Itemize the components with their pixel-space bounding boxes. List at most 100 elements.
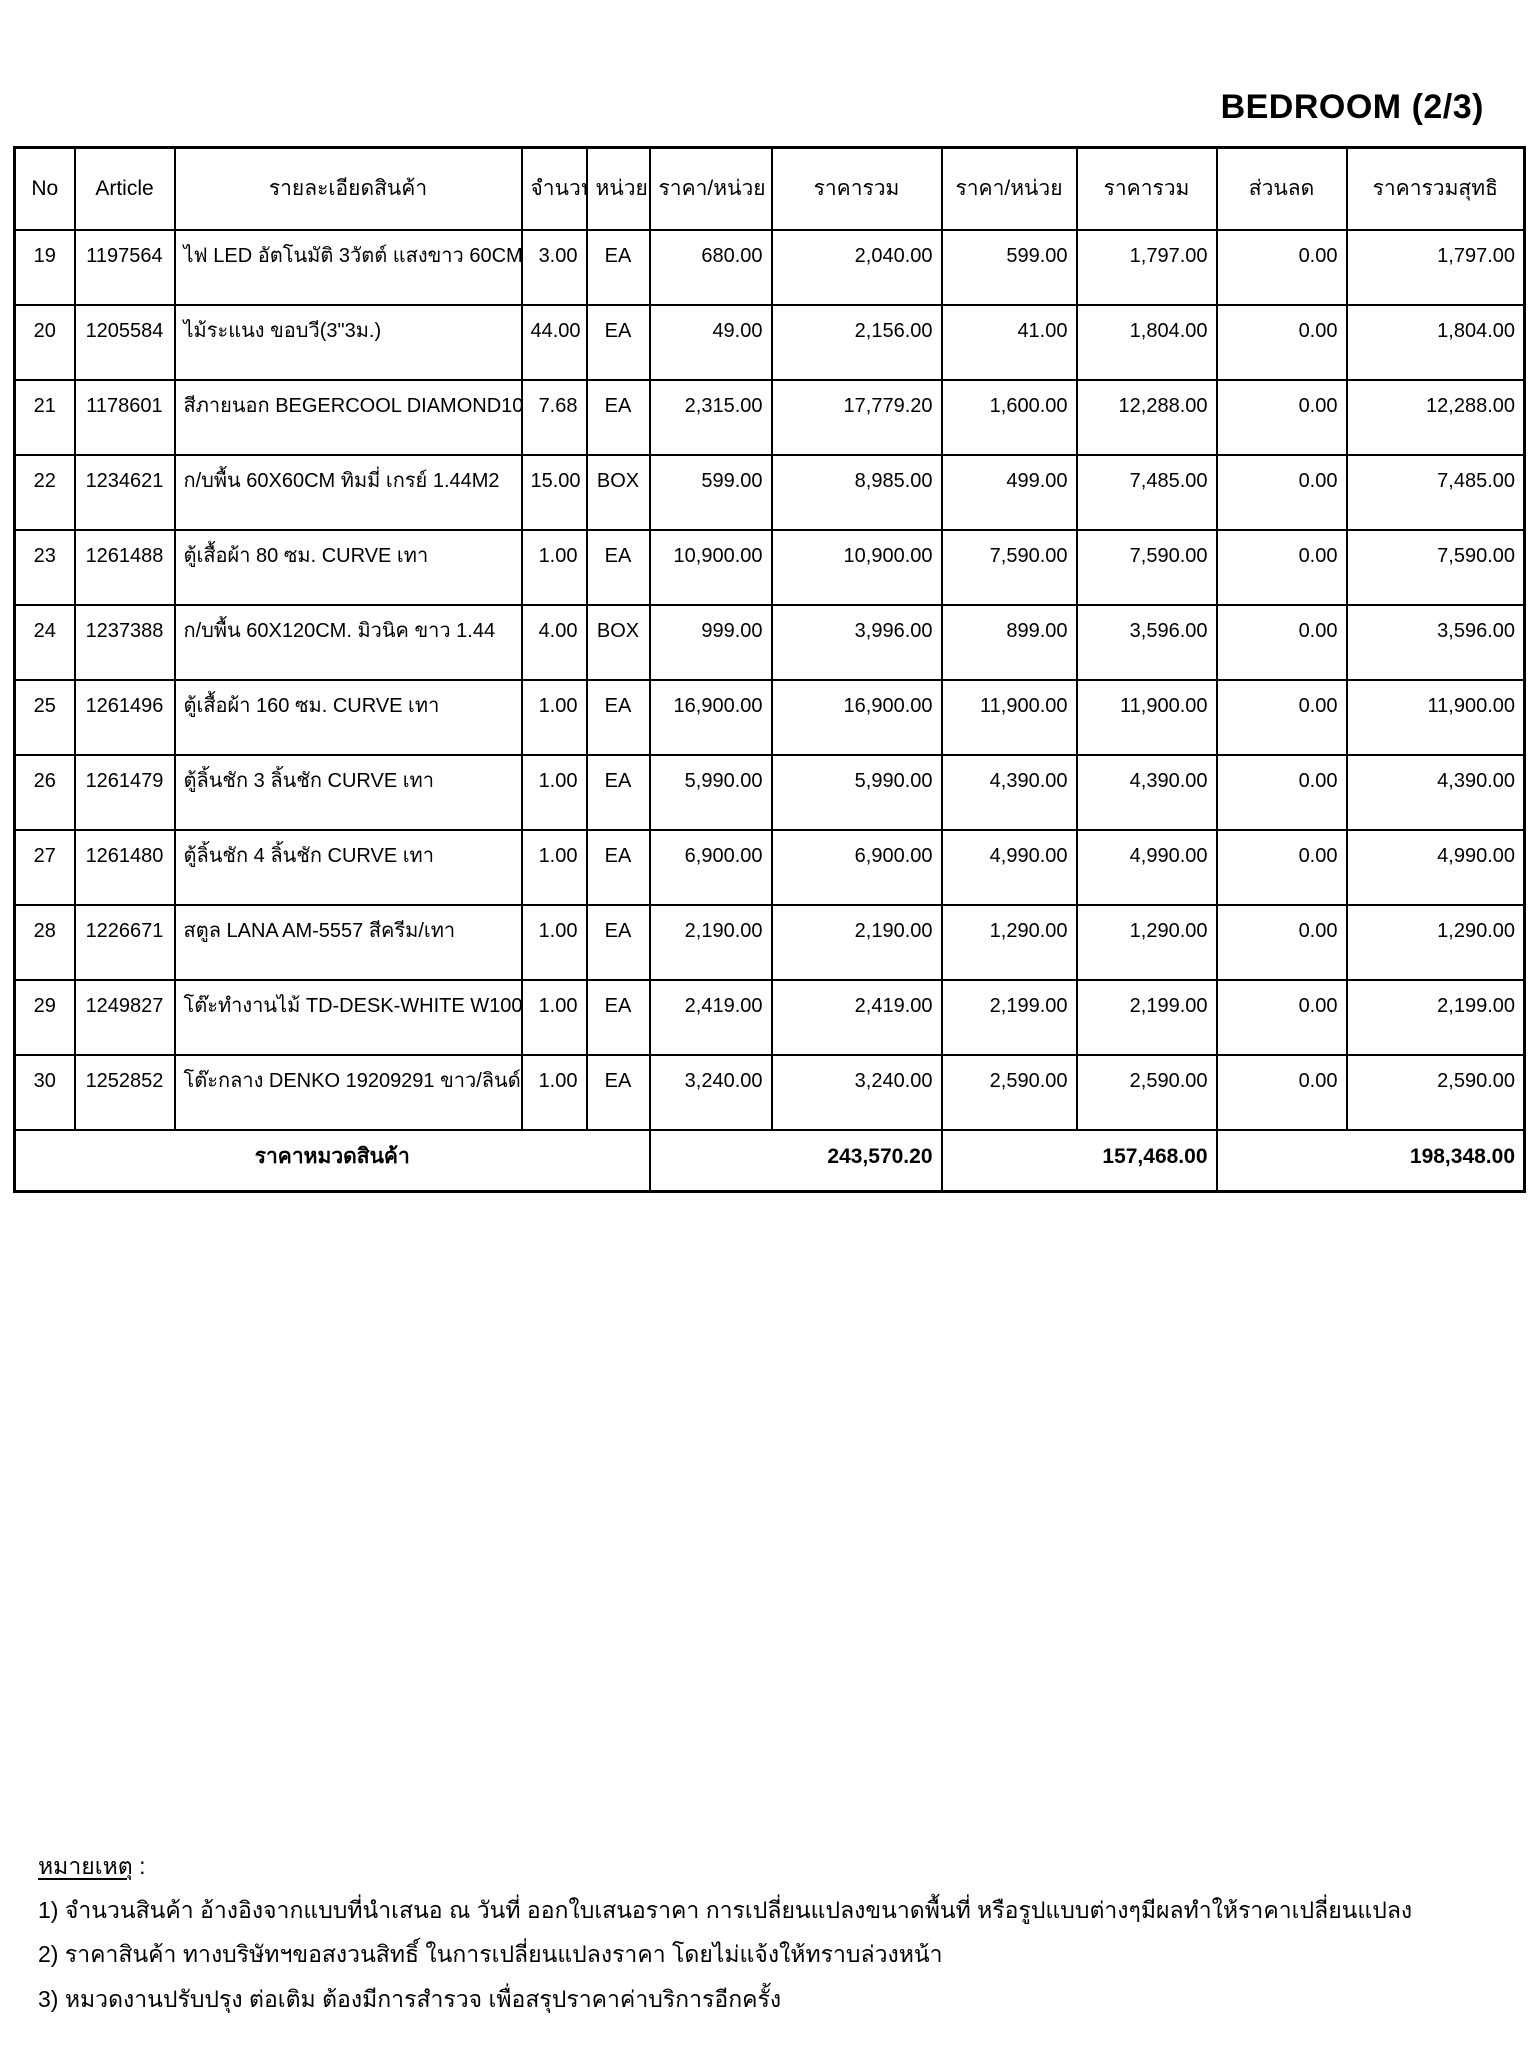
cell-total-1: 2,040.00	[770, 228, 943, 306]
cell-price-per-unit-2: 599.00	[940, 228, 1078, 306]
cell-article: 1234621	[73, 453, 176, 531]
items-table: No Article รายละเอียดสินค้า จำนวน หน่วย …	[13, 146, 1526, 1193]
cell-price-per-unit-2: 11,900.00	[940, 678, 1078, 756]
cell-price-per-unit-2: 1,290.00	[940, 903, 1078, 981]
cell-article: 1178601	[73, 378, 176, 456]
cell-total-1: 2,419.00	[770, 978, 943, 1056]
cell-article: 1261488	[73, 528, 176, 606]
notes-heading-text: หมายเหตุ	[38, 1853, 133, 1879]
column-header-description: รายละเอียดสินค้า	[173, 146, 523, 231]
cell-qty: 15.00	[520, 453, 588, 531]
column-header-price-per-unit-2: ราคา/หน่วย	[940, 146, 1078, 231]
cell-net-total: 1,804.00	[1345, 303, 1526, 381]
cell-unit: EA	[585, 978, 651, 1056]
cell-article: 1226671	[73, 903, 176, 981]
cell-total-2: 7,590.00	[1075, 528, 1218, 606]
cell-unit: EA	[585, 303, 651, 381]
column-header-net-total: ราคารวมสุทธิ	[1345, 146, 1526, 231]
summary-label: ราคาหมวดสินค้า	[13, 1128, 651, 1193]
cell-total-1: 3,240.00	[770, 1053, 943, 1131]
table-header-row: No Article รายละเอียดสินค้า จำนวน หน่วย …	[13, 146, 1526, 231]
note-item-1: 1) จำนวนสินค้า อ้างอิงจากแบบที่นำเสนอ ณ …	[38, 1897, 1413, 1924]
cell-total-2: 11,900.00	[1075, 678, 1218, 756]
cell-discount: 0.00	[1215, 828, 1348, 906]
cell-net-total: 1,797.00	[1345, 228, 1526, 306]
cell-description: โต๊ะกลาง DENKO 19209291 ขาว/ลินด์เบิร์ก	[173, 1053, 523, 1131]
notes-section: หมายเหตุ : 1) จำนวนสินค้า อ้างอิงจากแบบท…	[38, 1850, 1412, 2015]
cell-unit: EA	[585, 1053, 651, 1131]
cell-discount: 0.00	[1215, 903, 1348, 981]
table-row: 30 1252852 โต๊ะกลาง DENKO 19209291 ขาว/ล…	[13, 1053, 1526, 1131]
cell-total-1: 6,900.00	[770, 828, 943, 906]
cell-price-per-unit-2: 2,199.00	[940, 978, 1078, 1056]
table-row: 26 1261479 ตู้ลิ้นชัก 3 ลิ้นชัก CURVE เท…	[13, 753, 1526, 831]
column-header-total-2: ราคารวม	[1075, 146, 1218, 231]
cell-discount: 0.00	[1215, 603, 1348, 681]
cell-net-total: 7,590.00	[1345, 528, 1526, 606]
cell-price-per-unit-2: 499.00	[940, 453, 1078, 531]
cell-discount: 0.00	[1215, 228, 1348, 306]
cell-total-1: 10,900.00	[770, 528, 943, 606]
cell-description: ไฟ LED อัตโนมัติ 3วัตต์ แสงขาว 60CM EL	[173, 228, 523, 306]
cell-unit: EA	[585, 528, 651, 606]
cell-net-total: 2,199.00	[1345, 978, 1526, 1056]
cell-total-2: 4,390.00	[1075, 753, 1218, 831]
cell-qty: 3.00	[520, 228, 588, 306]
cell-unit: EA	[585, 228, 651, 306]
cell-total-1: 2,190.00	[770, 903, 943, 981]
cell-price-per-unit-2: 2,590.00	[940, 1053, 1078, 1131]
cell-no: 28	[13, 903, 76, 981]
table-row: 21 1178601 สีภายนอก BEGERCOOL DIAMOND10 …	[13, 378, 1526, 456]
cell-article: 1261496	[73, 678, 176, 756]
cell-total-1: 5,990.00	[770, 753, 943, 831]
cell-unit: BOX	[585, 603, 651, 681]
cell-unit: EA	[585, 828, 651, 906]
cell-total-1: 8,985.00	[770, 453, 943, 531]
cell-no: 25	[13, 678, 76, 756]
cell-article: 1249827	[73, 978, 176, 1056]
cell-net-total: 1,290.00	[1345, 903, 1526, 981]
cell-unit: EA	[585, 903, 651, 981]
cell-description: ก/บพื้น 60X60CM ทิมมี่ เกรย์ 1.44M2	[173, 453, 523, 531]
summary-row: ราคาหมวดสินค้า 243,570.20 157,468.00 198…	[13, 1128, 1526, 1193]
notes-heading: หมายเหตุ :	[38, 1850, 1412, 1882]
cell-price-per-unit-2: 4,990.00	[940, 828, 1078, 906]
cell-price-per-unit-1: 2,190.00	[648, 903, 773, 981]
cell-unit: EA	[585, 753, 651, 831]
column-header-discount: ส่วนลด	[1215, 146, 1348, 231]
cell-total-1: 16,900.00	[770, 678, 943, 756]
cell-discount: 0.00	[1215, 528, 1348, 606]
cell-total-2: 2,590.00	[1075, 1053, 1218, 1131]
cell-qty: 7.68	[520, 378, 588, 456]
column-header-no: No	[13, 146, 76, 231]
cell-total-2: 3,596.00	[1075, 603, 1218, 681]
cell-unit: EA	[585, 378, 651, 456]
cell-no: 19	[13, 228, 76, 306]
cell-description: ตู้ลิ้นชัก 3 ลิ้นชัก CURVE เทา	[173, 753, 523, 831]
table-body: 19 1197564 ไฟ LED อัตโนมัติ 3วัตต์ แสงขา…	[13, 228, 1526, 1131]
cell-qty: 1.00	[520, 528, 588, 606]
cell-price-per-unit-2: 899.00	[940, 603, 1078, 681]
column-header-price-per-unit-1: ราคา/หน่วย	[648, 146, 773, 231]
cell-total-2: 4,990.00	[1075, 828, 1218, 906]
cell-price-per-unit-2: 41.00	[940, 303, 1078, 381]
cell-net-total: 2,590.00	[1345, 1053, 1526, 1131]
cell-qty: 1.00	[520, 1053, 588, 1131]
cell-discount: 0.00	[1215, 378, 1348, 456]
cell-no: 30	[13, 1053, 76, 1131]
cell-no: 23	[13, 528, 76, 606]
cell-price-per-unit-1: 599.00	[648, 453, 773, 531]
summary-total-1: 243,570.20	[648, 1128, 943, 1193]
cell-net-total: 7,485.00	[1345, 453, 1526, 531]
table-row: 22 1234621 ก/บพื้น 60X60CM ทิมมี่ เกรย์ …	[13, 453, 1526, 531]
cell-description: ไม้ระแนง ขอบวี(3"3ม.)	[173, 303, 523, 381]
cell-unit: EA	[585, 678, 651, 756]
cell-unit: BOX	[585, 453, 651, 531]
cell-article: 1197564	[73, 228, 176, 306]
table-row: 20 1205584 ไม้ระแนง ขอบวี(3"3ม.) 44.00 E…	[13, 303, 1526, 381]
cell-total-2: 7,485.00	[1075, 453, 1218, 531]
cell-article: 1261479	[73, 753, 176, 831]
cell-description: ตู้ลิ้นชัก 4 ลิ้นชัก CURVE เทา	[173, 828, 523, 906]
cell-price-per-unit-1: 16,900.00	[648, 678, 773, 756]
